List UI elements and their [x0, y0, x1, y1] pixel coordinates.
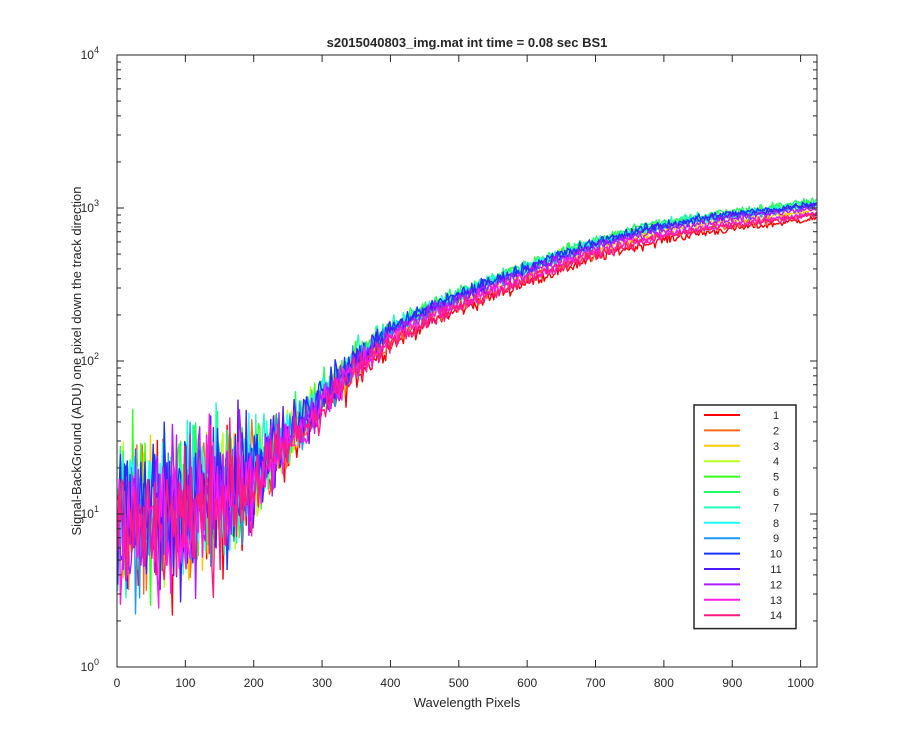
- x-tick-label: 200: [244, 676, 264, 690]
- y-tick-label: 103: [81, 198, 99, 215]
- legend-label-1: 1: [773, 410, 779, 422]
- y-tick-label: 101: [81, 504, 99, 521]
- series-layer: [117, 197, 817, 616]
- x-tick-label: 800: [654, 676, 674, 690]
- y-axis-label: Signal-BackGround (ADU) one pixel down t…: [69, 186, 84, 535]
- x-tick-label: 0: [114, 676, 121, 690]
- legend-label-8: 8: [773, 518, 779, 530]
- legend-label-10: 10: [770, 549, 782, 561]
- legend-label-5: 5: [773, 472, 779, 484]
- x-tick-label: 1000: [787, 676, 814, 690]
- x-tick-label: 500: [449, 676, 469, 690]
- legend-label-9: 9: [773, 533, 779, 545]
- x-tick-label: 700: [586, 676, 606, 690]
- legend-box: [693, 404, 797, 630]
- x-axis-label: Wavelength Pixels: [414, 695, 521, 710]
- legend-label-3: 3: [773, 441, 779, 453]
- legend-label-7: 7: [773, 502, 779, 514]
- x-tick-label: 300: [312, 676, 332, 690]
- series-line-12: [117, 206, 817, 600]
- y-tick-label: 100: [81, 657, 99, 674]
- legend-label-4: 4: [773, 456, 779, 468]
- x-tick-label: 100: [175, 676, 195, 690]
- y-tick-label: 104: [81, 45, 99, 62]
- chart-title: s2015040803_img.mat int time = 0.08 sec …: [327, 35, 608, 50]
- legend-label-6: 6: [773, 487, 779, 499]
- legend-label-11: 11: [770, 564, 781, 576]
- x-tick-label: 600: [517, 676, 537, 690]
- legend-label-12: 12: [770, 579, 782, 591]
- x-tick-label: 400: [380, 676, 400, 690]
- legend-label-13: 13: [770, 595, 782, 607]
- series-line-14: [117, 211, 817, 599]
- x-tick-label: 900: [722, 676, 742, 690]
- legend-label-2: 2: [773, 425, 779, 437]
- legend-label-14: 14: [770, 610, 782, 622]
- y-tick-label: 102: [81, 351, 99, 368]
- tick-layer: 0 100 200 300 400 500 600 700 800 900 100010010110…: [81, 45, 817, 690]
